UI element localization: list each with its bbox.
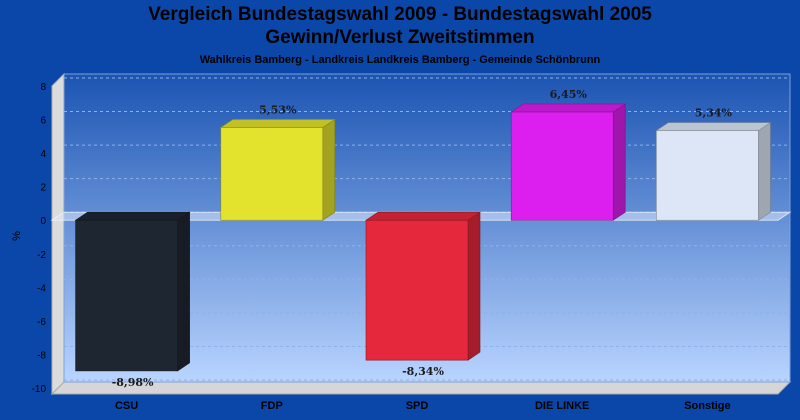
x-tick-label: FDP (261, 400, 283, 412)
bars (74, 103, 772, 372)
data-label: 5,34% (695, 107, 733, 120)
y-tick-label: -6 (37, 317, 46, 328)
x-tick-label: DIE LINKE (535, 400, 589, 412)
y-tick-label: 0 (40, 216, 46, 227)
chart-title: Vergleich Bundestagswahl 2009 - Bundesta… (148, 4, 652, 25)
chart-subtitle: Gewinn/Verlust Zweitstimmen (265, 27, 535, 48)
chart-region: Wahlkreis Bamberg - Landkreis Landkreis … (199, 54, 601, 66)
data-labels: -8,98% 5,53% -8,34% 6,45% 5,34% (112, 88, 733, 389)
bar-spd (365, 211, 481, 361)
x-tick-label: CSU (115, 400, 138, 412)
y-axis-title: % (11, 231, 23, 241)
bar-die-linke (510, 103, 627, 221)
data-label: 5,53% (259, 103, 297, 116)
x-axis: CSU FDP SPD DIE LINKE Sonstige (115, 400, 731, 412)
x-tick-label: Sonstige (684, 400, 730, 412)
bar-fdp (219, 118, 336, 221)
y-tick-label: 4 (40, 149, 46, 160)
plot-left-wall (51, 72, 65, 396)
bar-csu (74, 211, 191, 372)
y-tick-label: -2 (37, 250, 46, 261)
data-label: -8,34% (402, 365, 444, 378)
y-tick-label: 8 (40, 82, 46, 93)
y-tick-label: -8 (37, 350, 46, 361)
plot-floor (50, 381, 792, 395)
y-tick-label: -10 (32, 384, 47, 395)
data-label: 6,45% (550, 88, 588, 101)
bar-sonstige (655, 122, 772, 221)
x-tick-label: SPD (406, 400, 429, 412)
y-tick-label: 6 (40, 116, 46, 127)
y-axis: 8 6 4 2 0 -2 -4 -6 -8 -10 (32, 82, 47, 395)
y-tick-label: -4 (37, 283, 46, 294)
data-label: -8,98% (112, 376, 154, 389)
y-tick-label: 2 (40, 183, 46, 194)
